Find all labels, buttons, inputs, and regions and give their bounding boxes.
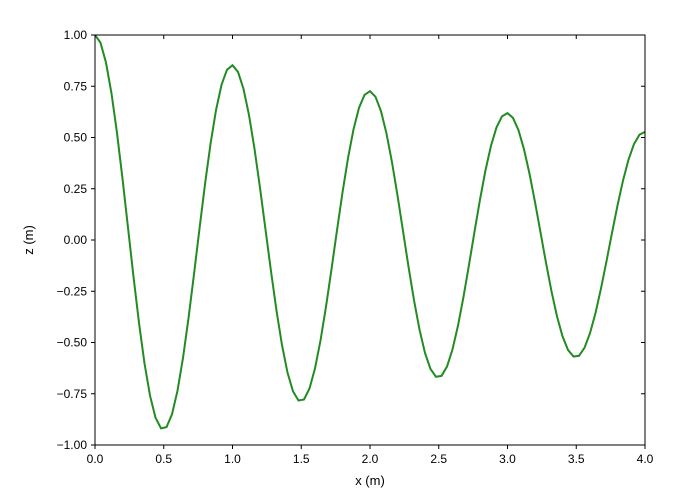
y-tick-label: 0.25: [64, 182, 88, 196]
x-tick-label: 2.5: [430, 452, 447, 466]
chart-container: 0.0 0.5 1.0 1.5 2.0 2.5 3.0 3.5 4.0 −1.00 −0.75 −0.…: [0, 0, 700, 500]
x-tick-label: 0.5: [155, 452, 172, 466]
x-tick-label: 2.0: [362, 452, 379, 466]
y-tick-label: −0.25: [57, 284, 88, 298]
x-tick-label: 3.0: [499, 452, 516, 466]
x-tick-label: 1.5: [293, 452, 310, 466]
x-tick-label: 3.5: [568, 452, 585, 466]
x-tick-label: 4.0: [637, 452, 654, 466]
y-tick-label: −0.75: [57, 387, 88, 401]
y-tick-label: −1.00: [57, 438, 88, 452]
y-tick-label: 0.50: [64, 131, 88, 145]
y-tick-label: 0.75: [64, 79, 88, 93]
line-chart: 0.0 0.5 1.0 1.5 2.0 2.5 3.0 3.5 4.0 −1.00 −0.75 −0.…: [0, 0, 700, 500]
x-tick-label: 1.0: [224, 452, 241, 466]
x-tick-label: 0.0: [87, 452, 104, 466]
y-axis-label: z (m): [21, 225, 36, 255]
x-axis-label: x (m): [355, 473, 385, 488]
y-tick-label: 1.00: [64, 28, 88, 42]
y-tick-label: −0.50: [57, 336, 88, 350]
y-tick-label: 0.00: [64, 233, 88, 247]
